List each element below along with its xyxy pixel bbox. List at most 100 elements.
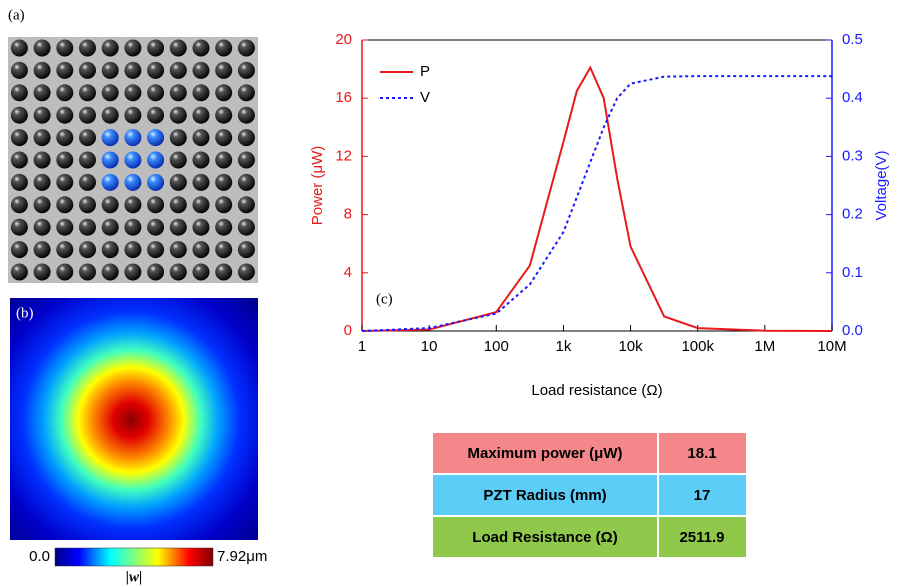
sphere bbox=[101, 196, 119, 214]
sphere bbox=[237, 84, 255, 102]
sphere bbox=[169, 151, 187, 169]
sphere bbox=[124, 196, 142, 214]
sphere bbox=[10, 84, 28, 102]
sphere bbox=[192, 241, 210, 259]
y-tick-label: 16 bbox=[335, 89, 352, 106]
panel-label: (c) bbox=[376, 291, 393, 307]
sphere bbox=[192, 218, 210, 236]
sphere bbox=[192, 151, 210, 169]
sphere bbox=[10, 196, 28, 214]
sphere bbox=[124, 84, 142, 102]
sphere bbox=[147, 151, 165, 169]
sphere bbox=[56, 39, 74, 57]
x-tick-label: 10M bbox=[817, 338, 846, 355]
sphere bbox=[169, 84, 187, 102]
sphere bbox=[79, 84, 96, 102]
table-cell bbox=[659, 475, 746, 515]
sphere bbox=[10, 129, 28, 147]
sphere bbox=[192, 106, 210, 124]
series-line bbox=[361, 75, 832, 332]
sphere bbox=[33, 39, 51, 57]
sphere bbox=[124, 151, 142, 169]
table-cell bbox=[433, 517, 657, 557]
sphere bbox=[147, 84, 165, 102]
y-tick-label: 20 bbox=[335, 31, 352, 48]
sphere bbox=[79, 196, 96, 214]
table-cell bbox=[433, 433, 657, 473]
sphere bbox=[101, 241, 119, 259]
sphere bbox=[147, 196, 165, 214]
sphere bbox=[101, 129, 119, 147]
sphere bbox=[124, 173, 142, 191]
sphere bbox=[56, 84, 74, 102]
sphere bbox=[56, 263, 74, 281]
sphere bbox=[124, 263, 142, 281]
sphere bbox=[215, 106, 233, 124]
sphere bbox=[169, 241, 187, 259]
sphere bbox=[147, 218, 165, 236]
x-tick-label: 1 bbox=[358, 338, 366, 355]
sphere bbox=[101, 106, 119, 124]
sphere bbox=[33, 84, 51, 102]
table-text: PZT Radius (mm) bbox=[483, 487, 606, 504]
sphere bbox=[79, 129, 96, 147]
sphere bbox=[10, 218, 28, 236]
sphere bbox=[56, 218, 74, 236]
table-cell bbox=[659, 517, 746, 557]
x-tick-label: 10k bbox=[618, 338, 643, 355]
sphere bbox=[33, 151, 51, 169]
sphere bbox=[192, 129, 210, 147]
sphere bbox=[79, 173, 96, 191]
y2-tick-label: 0.2 bbox=[842, 206, 863, 223]
x-tick-label: 100 bbox=[484, 338, 509, 355]
sphere bbox=[101, 84, 119, 102]
sphere bbox=[101, 218, 119, 236]
table-text: 2511.9 bbox=[679, 529, 724, 546]
y-tick-label: 0 bbox=[344, 322, 352, 339]
table: Maximum power (μW) 18.1 PZT Radius (mm) 17 L… bbox=[433, 433, 746, 557]
sphere bbox=[10, 173, 28, 191]
sphere bbox=[33, 129, 51, 147]
sphere bbox=[79, 218, 96, 236]
sphere bbox=[33, 263, 51, 281]
y2-tick-label: 0.1 bbox=[842, 264, 863, 281]
sphere bbox=[237, 61, 255, 79]
y2-tick-label: 0.0 bbox=[842, 322, 863, 339]
sphere bbox=[79, 61, 96, 79]
sphere bbox=[79, 263, 96, 281]
sphere bbox=[56, 173, 74, 191]
sphere bbox=[215, 241, 233, 259]
sphere bbox=[33, 218, 51, 236]
sphere bbox=[237, 39, 255, 57]
sphere bbox=[10, 241, 28, 259]
sphere bbox=[237, 151, 255, 169]
sphere bbox=[215, 151, 233, 169]
table-cell bbox=[433, 475, 657, 515]
sphere bbox=[56, 61, 74, 79]
table-text: 18.1 bbox=[687, 445, 716, 462]
sphere bbox=[79, 39, 96, 57]
legend-label: P bbox=[420, 63, 430, 80]
sphere bbox=[124, 218, 142, 236]
heatmap bbox=[10, 298, 258, 540]
sphere bbox=[10, 39, 28, 57]
sphere bbox=[169, 263, 187, 281]
sphere bbox=[192, 84, 210, 102]
y-axis-label: Power (μW) bbox=[309, 146, 326, 225]
sphere bbox=[192, 173, 210, 191]
y2-tick-label: 0.5 bbox=[842, 31, 863, 48]
sphere bbox=[33, 241, 51, 259]
sphere bbox=[147, 61, 165, 79]
sphere bbox=[237, 196, 255, 214]
sphere bbox=[10, 263, 28, 281]
sphere bbox=[169, 106, 187, 124]
sphere bbox=[101, 61, 119, 79]
sphere bbox=[237, 263, 255, 281]
sphere bbox=[124, 106, 142, 124]
sphere bbox=[147, 241, 165, 259]
table-text: Load Resistance (Ω) bbox=[472, 529, 617, 546]
y2-tick-label: 0.4 bbox=[842, 89, 863, 106]
sphere bbox=[169, 218, 187, 236]
sphere bbox=[33, 173, 51, 191]
